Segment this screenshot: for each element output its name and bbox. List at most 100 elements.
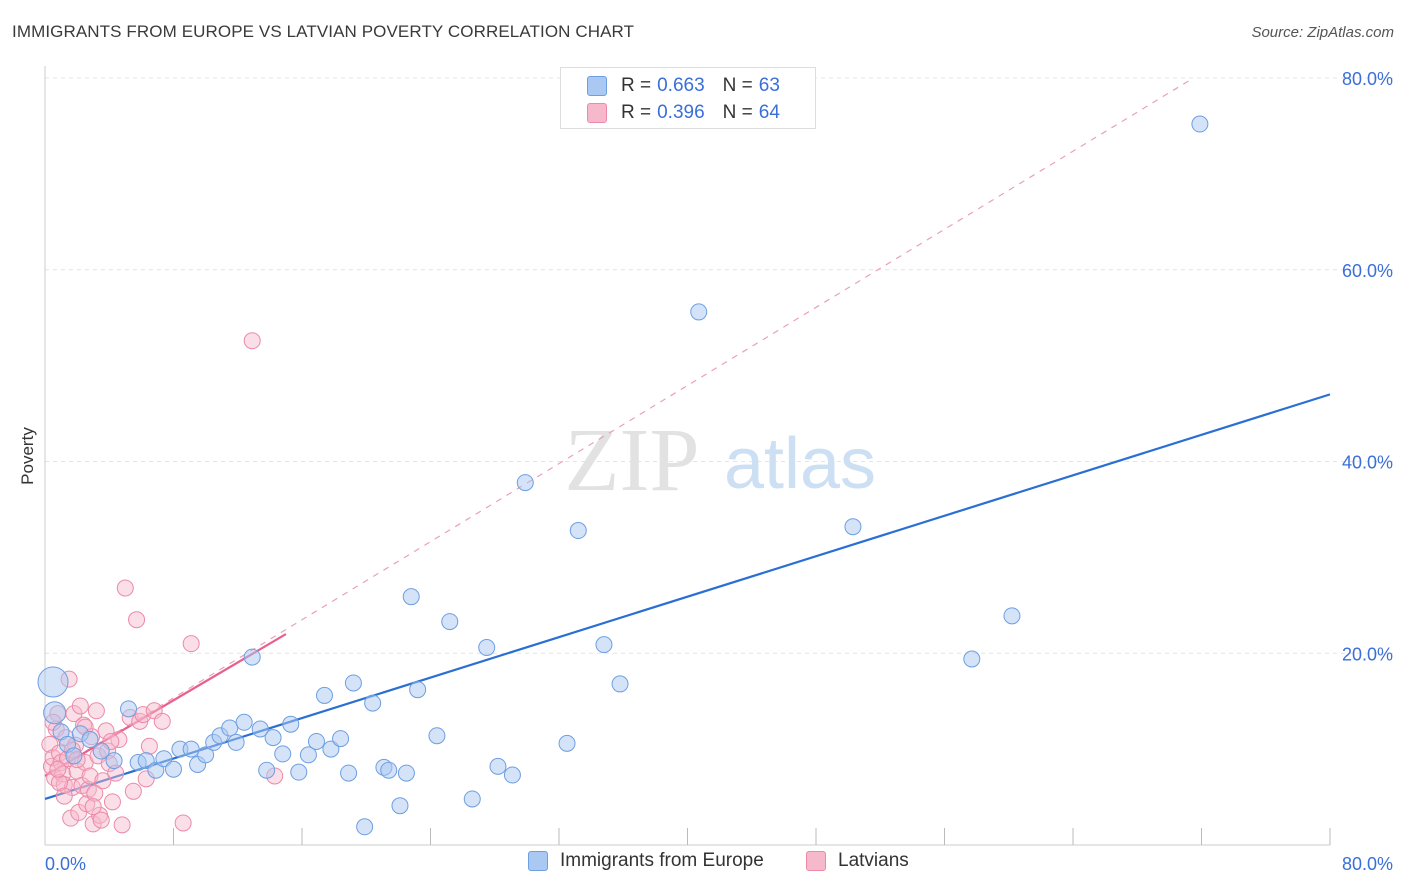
data-point-europe: [1003, 607, 1021, 625]
y-axis-label: Poverty: [18, 427, 37, 485]
data-point-latvians: [41, 735, 59, 753]
legend-item-europe[interactable]: Immigrants from Europe: [528, 850, 764, 872]
legend-row-europe: R = 0.663 N = 63: [587, 73, 780, 99]
legend-r-value-europe: 0.663: [657, 75, 705, 96]
data-point-latvians: [54, 765, 72, 783]
data-point-europe: [963, 650, 981, 668]
legend-n-value-europe: 63: [758, 75, 780, 96]
data-point-europe: [155, 750, 173, 768]
data-point-latvians: [113, 816, 131, 834]
tick-labels: 20.0% 40.0% 60.0% 80.0% 0.0% 80.0%: [45, 69, 1393, 874]
x-tick-label: 80.0%: [1342, 854, 1393, 874]
series-immigrants-from-europe: [37, 115, 1209, 836]
data-point-europe: [243, 648, 261, 666]
legend-row-latvians: R = 0.396 N = 64: [587, 100, 780, 126]
data-point-latvians: [50, 774, 68, 792]
grid-lines: [45, 77, 1393, 654]
data-point-latvians: [94, 772, 112, 790]
data-point-europe: [844, 518, 862, 536]
data-point-latvians: [134, 706, 152, 724]
data-point-europe: [344, 674, 362, 692]
data-point-latvians: [116, 579, 134, 597]
data-point-europe: [595, 636, 613, 654]
legend-swatch-latvians: [587, 103, 607, 123]
data-point-europe: [92, 742, 110, 760]
data-point-europe: [65, 747, 83, 765]
data-point-europe: [165, 760, 182, 778]
data-point-europe: [391, 797, 409, 815]
y-tick-label: 80.0%: [1342, 69, 1393, 89]
data-point-europe: [489, 757, 507, 775]
data-point-latvians: [49, 760, 67, 778]
legend-item-latvians[interactable]: Latvians: [806, 850, 909, 872]
data-point-latvians: [86, 784, 104, 802]
data-point-europe: [463, 790, 481, 808]
data-point-europe: [611, 675, 629, 693]
watermark-zip: ZIP: [565, 411, 700, 510]
data-point-latvians: [243, 332, 261, 350]
data-point-europe: [274, 745, 292, 763]
legend-r-label: R =: [621, 75, 652, 96]
data-point-europe: [264, 729, 282, 747]
data-point-latvians: [140, 737, 158, 755]
data-point-europe: [364, 694, 382, 712]
trend-line-latvians-extended: [44, 77, 1194, 777]
data-point-europe: [120, 700, 138, 718]
data-point-europe: [409, 681, 427, 699]
data-point-latvians: [174, 814, 192, 832]
legend-n-value-latvians: 64: [758, 102, 780, 123]
data-point-latvians: [128, 611, 146, 629]
y-tick-label: 20.0%: [1342, 644, 1393, 664]
legend-label-europe: Immigrants from Europe: [560, 850, 764, 871]
data-point-europe: [282, 715, 300, 733]
data-point-latvians: [84, 798, 102, 816]
data-point-europe: [147, 761, 165, 779]
data-point-europe: [221, 719, 239, 737]
legend-swatch-europe: [528, 851, 548, 871]
data-point-latvians: [55, 787, 73, 805]
data-point-europe: [105, 752, 123, 770]
watermark: ZIP atlas: [565, 411, 877, 510]
data-point-europe: [235, 713, 253, 731]
data-point-europe: [227, 733, 245, 751]
legend-r-label: R =: [621, 102, 652, 123]
data-point-latvians: [103, 793, 121, 811]
data-point-europe: [402, 588, 420, 606]
data-point-europe: [397, 764, 415, 782]
legend-r-value-latvians: 0.396: [657, 102, 705, 123]
data-point-latvians: [182, 635, 200, 653]
data-point-europe: [516, 474, 534, 492]
data-point-europe: [43, 701, 67, 725]
data-point-europe: [569, 522, 587, 540]
data-point-latvians: [97, 722, 115, 740]
data-point-europe: [340, 764, 358, 782]
legend-n-label: N =: [722, 75, 753, 96]
legend-swatch-europe: [587, 76, 607, 96]
series-legend: Immigrants from Europe Latvians: [0, 850, 1406, 880]
data-point-europe: [356, 818, 374, 836]
correlation-legend: R = 0.663 N = 63 R = 0.396 N = 64: [560, 67, 816, 129]
data-point-latvians: [92, 811, 110, 829]
data-point-latvians: [84, 815, 102, 833]
source-label: Source: ZipAtlas.com: [1251, 24, 1394, 41]
data-point-europe: [307, 732, 325, 750]
data-point-europe: [478, 638, 496, 656]
data-point-europe: [322, 740, 340, 758]
data-point-europe: [182, 740, 200, 758]
data-point-latvians: [46, 769, 64, 787]
data-point-europe: [197, 746, 215, 764]
data-point-europe: [81, 731, 99, 749]
y-tick-label: 40.0%: [1342, 453, 1393, 473]
legend-n-label: N =: [722, 102, 753, 123]
y-tick-label: 60.0%: [1342, 261, 1393, 281]
data-point-europe: [1191, 115, 1209, 133]
data-point-europe: [441, 613, 459, 631]
data-point-latvians: [124, 782, 142, 800]
data-point-europe: [503, 766, 521, 784]
data-point-latvians: [153, 712, 171, 730]
data-point-europe: [428, 727, 446, 745]
data-point-europe: [380, 761, 398, 779]
x-tick-label: 0.0%: [45, 854, 86, 874]
legend-swatch-latvians: [806, 851, 826, 871]
